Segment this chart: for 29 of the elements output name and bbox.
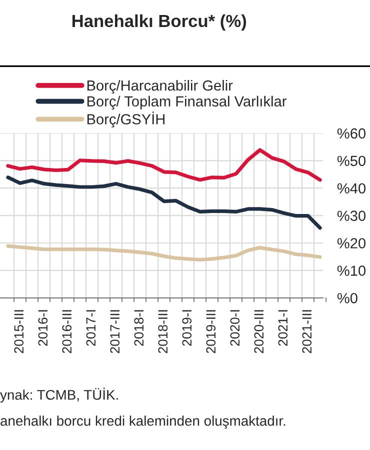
x-tick-label: 2018-I bbox=[134, 310, 144, 346]
x-tick-label: 2017-III bbox=[110, 310, 120, 354]
x-tick-label: 2015-III bbox=[14, 310, 24, 354]
text: ynak: TCMB, TÜİK. bbox=[0, 388, 118, 403]
x-tick-label: 2019-III bbox=[206, 310, 216, 354]
x-tick-label: 2021-III bbox=[302, 310, 312, 354]
y-tick-label: %0 bbox=[337, 293, 358, 304]
line-series bbox=[6, 244, 322, 262]
x-tick-label: 2021-I bbox=[278, 310, 288, 346]
x-tick-label: 2017-I bbox=[86, 310, 96, 346]
x-tick-label: 2020-III bbox=[254, 310, 264, 354]
x-tick-label: 2020-I bbox=[230, 310, 240, 346]
line-series bbox=[6, 148, 322, 182]
y-tick-label: %40 bbox=[337, 183, 366, 194]
y-tick-label: %20 bbox=[337, 238, 366, 248]
x-tick-label: 2019-I bbox=[182, 310, 192, 346]
x-tick-label: 2016-I bbox=[38, 310, 48, 346]
x-tick-label: 2016-III bbox=[62, 310, 72, 354]
y-tick-label: %30 bbox=[337, 210, 366, 221]
y-tick-label: %50 bbox=[337, 156, 366, 166]
chart-title: Hanehalkı Borcu* (%) bbox=[72, 14, 246, 31]
text: anehalkı borcu kredi kaleminden oluşmaktadır. bbox=[0, 416, 286, 429]
legend-label: Borç/ Toplam Finansal Varlıklar bbox=[87, 96, 286, 110]
y-tick-label: %60 bbox=[337, 128, 366, 139]
x-tick-label: 2018-III bbox=[158, 310, 168, 354]
legend-label: Borç/GSYİH bbox=[87, 112, 164, 128]
legend-label: Borç/Harcanabilir Gelir bbox=[87, 80, 233, 94]
line-series bbox=[6, 176, 322, 230]
y-tick-label: %10 bbox=[337, 266, 366, 276]
